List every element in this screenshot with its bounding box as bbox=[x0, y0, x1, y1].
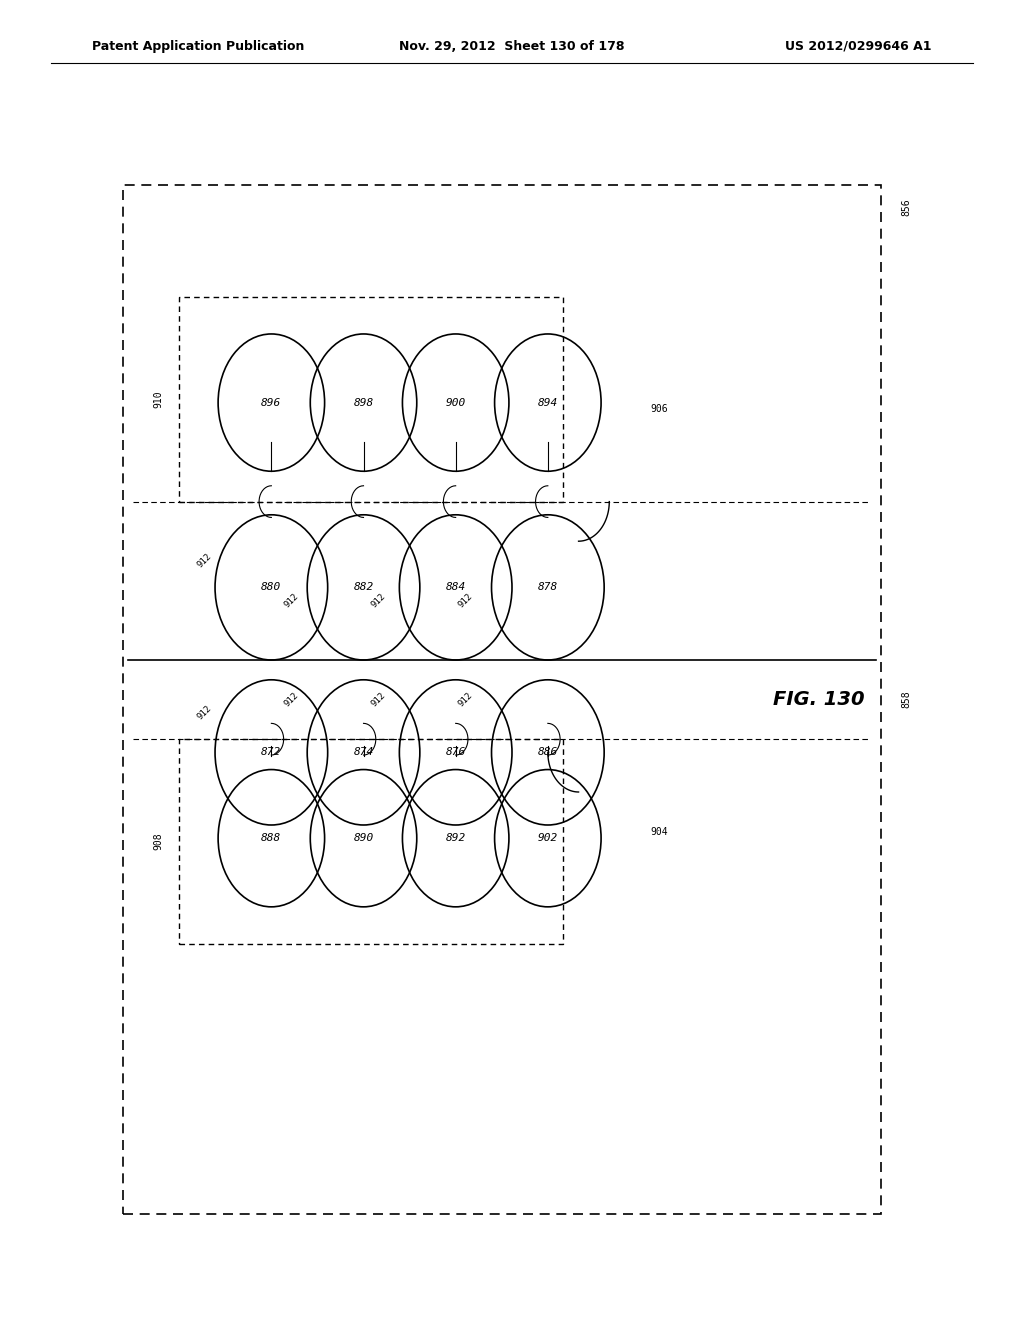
Text: 912: 912 bbox=[196, 704, 214, 722]
Text: 912: 912 bbox=[196, 552, 214, 570]
Bar bbox=[179, 739, 563, 944]
Text: US 2012/0299646 A1: US 2012/0299646 A1 bbox=[785, 40, 932, 53]
Text: Patent Application Publication: Patent Application Publication bbox=[92, 40, 304, 53]
Text: 886: 886 bbox=[538, 747, 558, 758]
Text: 882: 882 bbox=[353, 582, 374, 593]
Text: 898: 898 bbox=[353, 397, 374, 408]
Text: 910: 910 bbox=[154, 391, 164, 408]
Text: 874: 874 bbox=[353, 747, 374, 758]
Text: FIG. 130: FIG. 130 bbox=[773, 690, 865, 709]
Text: 912: 912 bbox=[370, 690, 388, 709]
Text: 872: 872 bbox=[261, 747, 282, 758]
Text: 906: 906 bbox=[650, 404, 668, 414]
Text: 912: 912 bbox=[283, 591, 301, 610]
Text: 856: 856 bbox=[901, 198, 911, 215]
Text: 894: 894 bbox=[538, 397, 558, 408]
Text: 892: 892 bbox=[445, 833, 466, 843]
Text: Nov. 29, 2012  Sheet 130 of 178: Nov. 29, 2012 Sheet 130 of 178 bbox=[399, 40, 625, 53]
Text: 890: 890 bbox=[353, 833, 374, 843]
Bar bbox=[179, 297, 563, 502]
Text: 912: 912 bbox=[370, 591, 388, 610]
Text: 888: 888 bbox=[261, 833, 282, 843]
Text: 878: 878 bbox=[538, 582, 558, 593]
Text: 912: 912 bbox=[457, 591, 475, 610]
Text: 912: 912 bbox=[283, 690, 301, 709]
Text: 902: 902 bbox=[538, 833, 558, 843]
Text: 900: 900 bbox=[445, 397, 466, 408]
Text: 912: 912 bbox=[457, 690, 475, 709]
Text: 884: 884 bbox=[445, 582, 466, 593]
Bar bbox=[123, 185, 881, 1214]
Text: 858: 858 bbox=[901, 690, 911, 709]
Text: 880: 880 bbox=[261, 582, 282, 593]
Text: 908: 908 bbox=[154, 833, 164, 850]
Text: 896: 896 bbox=[261, 397, 282, 408]
Text: 876: 876 bbox=[445, 747, 466, 758]
Text: 904: 904 bbox=[650, 826, 668, 837]
